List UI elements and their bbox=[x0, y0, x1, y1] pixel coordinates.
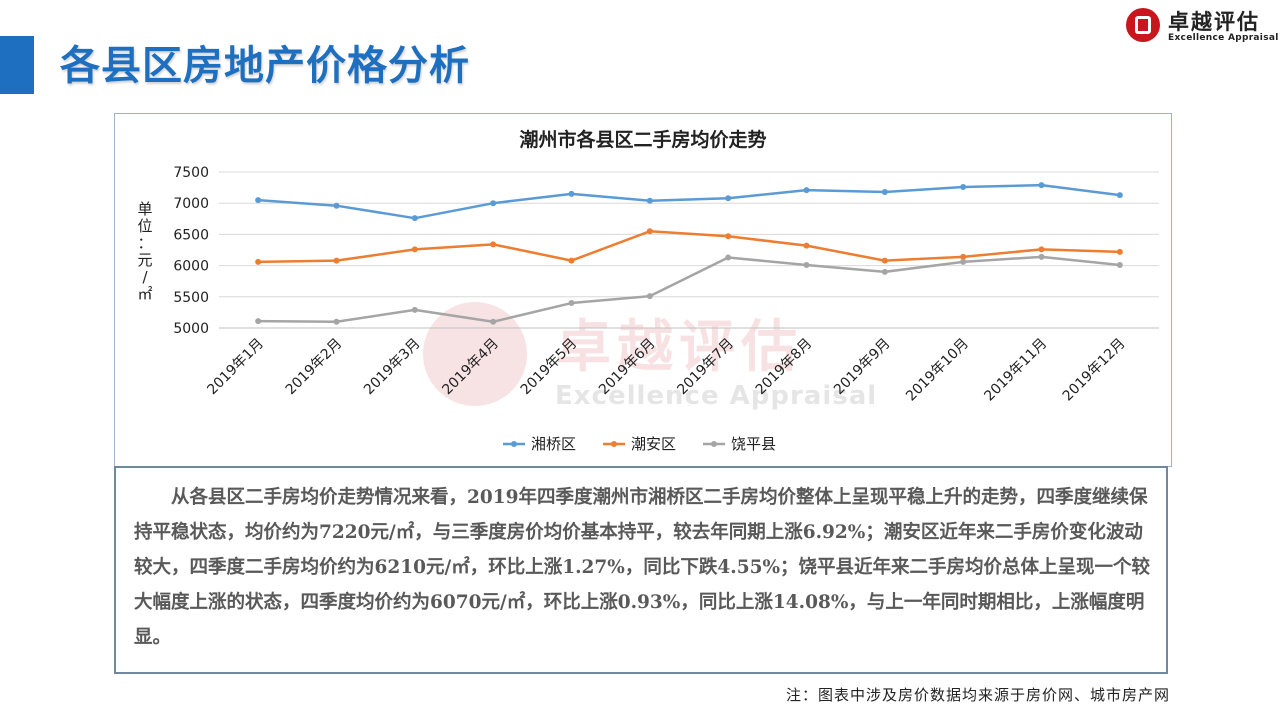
data-point bbox=[725, 254, 732, 261]
watermark-en: Excellence Appraisal bbox=[555, 381, 877, 411]
data-point bbox=[490, 200, 497, 207]
data-point bbox=[1038, 246, 1045, 253]
legend-marker bbox=[711, 441, 717, 447]
data-point bbox=[1038, 182, 1045, 189]
logo-mark-icon bbox=[1126, 8, 1160, 42]
page-title: 各县区房地产价格分析 bbox=[60, 43, 470, 89]
data-point bbox=[803, 261, 810, 268]
company-logo: 卓越评估 Excellence Appraisal bbox=[1126, 6, 1279, 46]
legend-marker bbox=[611, 441, 617, 447]
x-tick-label: 2019年3月 bbox=[361, 336, 424, 399]
data-point bbox=[411, 246, 418, 253]
data-point bbox=[960, 183, 967, 190]
x-tick-label: 2019年1月 bbox=[204, 336, 267, 399]
data-point bbox=[803, 242, 810, 249]
series-line bbox=[258, 230, 1120, 264]
x-tick-label: 2019年2月 bbox=[283, 336, 346, 399]
x-tick-label: 2019年11月 bbox=[981, 336, 1050, 405]
watermark-cn: 卓越评估 bbox=[555, 315, 803, 380]
data-point bbox=[490, 318, 497, 325]
data-point bbox=[960, 258, 967, 265]
data-point bbox=[255, 318, 262, 325]
data-point bbox=[333, 257, 340, 264]
data-point bbox=[646, 228, 653, 235]
data-point bbox=[333, 318, 340, 325]
y-tick-label: 7500 bbox=[173, 165, 209, 181]
data-point bbox=[881, 257, 888, 264]
x-tick-label: 2019年10月 bbox=[903, 336, 972, 405]
data-point bbox=[255, 197, 262, 204]
y-tick-label: 6000 bbox=[173, 259, 209, 275]
data-point bbox=[568, 190, 575, 197]
y-tick-label: 6500 bbox=[173, 227, 209, 243]
series-line bbox=[258, 255, 1120, 324]
series-line bbox=[258, 183, 1120, 220]
line-chart: 卓越评估 Excellence Appraisal 潮州市各县区二手房均价走势 … bbox=[137, 128, 1159, 453]
summary-box: 从各县区二手房均价走势情况来看，2019年四季度潮州市湘桥区二手房均价整体上呈现… bbox=[114, 466, 1168, 674]
data-point bbox=[490, 241, 497, 248]
data-point bbox=[881, 268, 888, 275]
data-point bbox=[1116, 192, 1123, 199]
data-point bbox=[803, 187, 810, 194]
legend-marker bbox=[511, 441, 517, 447]
data-point bbox=[1116, 261, 1123, 268]
data-point bbox=[646, 197, 653, 204]
data-point bbox=[881, 188, 888, 195]
legend-label: 潮安区 bbox=[631, 435, 676, 453]
data-point bbox=[411, 215, 418, 222]
data-point bbox=[568, 300, 575, 307]
data-point bbox=[725, 233, 732, 240]
y-tick-label: 5500 bbox=[173, 290, 209, 306]
chart-title: 潮州市各县区二手房均价走势 bbox=[519, 128, 766, 151]
logo-name-cn: 卓越评估 bbox=[1168, 10, 1260, 34]
data-point bbox=[255, 258, 262, 265]
data-point bbox=[333, 202, 340, 209]
logo-name-en: Excellence Appraisal bbox=[1168, 33, 1279, 43]
y-tick-label: 7000 bbox=[173, 196, 209, 212]
data-source-note: 注：图表中涉及房价数据均来源于房价网、城市房产网 bbox=[785, 686, 1170, 704]
legend-label: 湘桥区 bbox=[531, 435, 576, 453]
data-point bbox=[960, 253, 967, 260]
chart-container: 卓越评估 Excellence Appraisal 潮州市各县区二手房均价走势 … bbox=[114, 113, 1172, 467]
x-tick-label: 2019年12月 bbox=[1060, 336, 1129, 405]
data-point bbox=[1116, 248, 1123, 255]
summary-text: 从各县区二手房均价走势情况来看，2019年四季度潮州市湘桥区二手房均价整体上呈现… bbox=[134, 487, 1151, 648]
title-accent-bar bbox=[0, 36, 34, 94]
data-point bbox=[1038, 253, 1045, 260]
data-point bbox=[646, 293, 653, 300]
data-point bbox=[411, 306, 418, 313]
legend-label: 饶平县 bbox=[731, 435, 776, 453]
y-tick-label: 5000 bbox=[173, 321, 209, 337]
data-point bbox=[568, 257, 575, 264]
y-axis-label: 单位：元/㎡ bbox=[137, 200, 152, 303]
data-point bbox=[725, 195, 732, 202]
